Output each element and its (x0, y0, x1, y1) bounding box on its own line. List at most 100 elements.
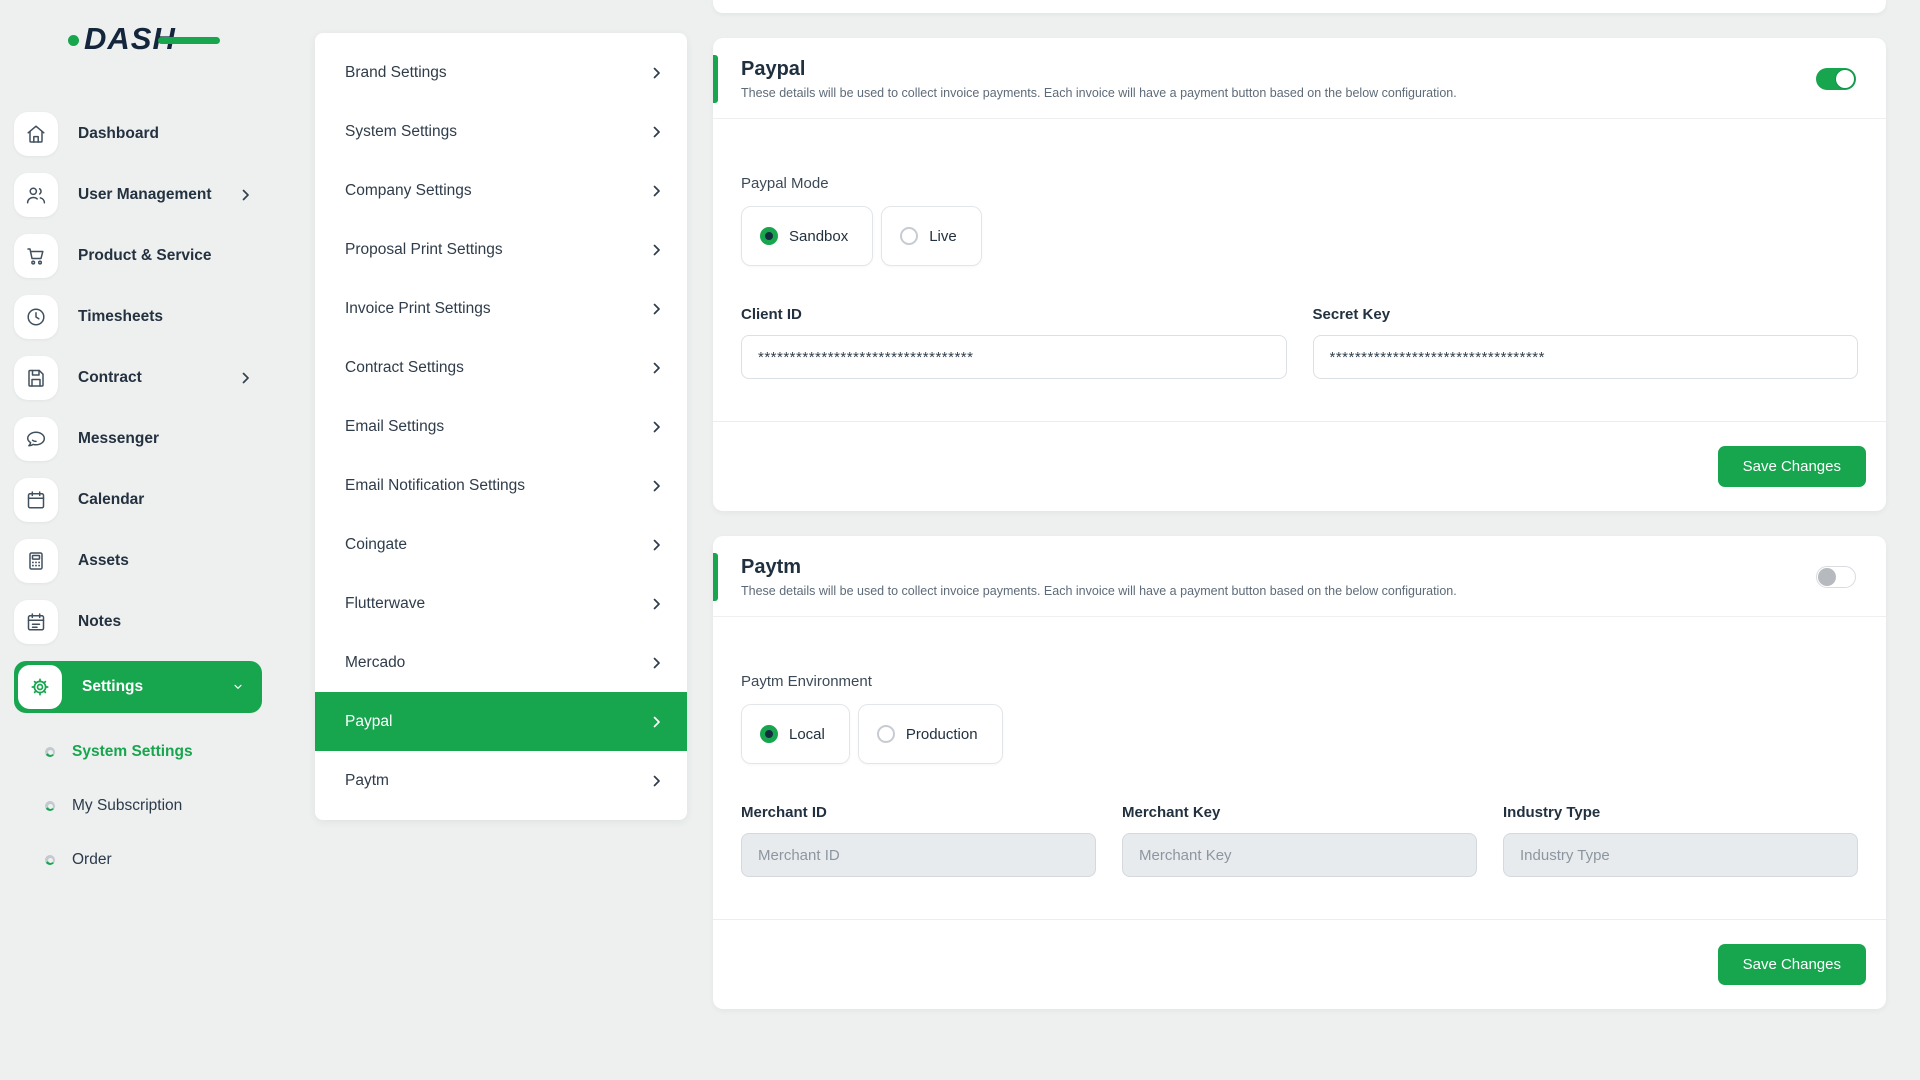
sidebar-item-label: Contract (78, 369, 142, 386)
sidebar-item-product-service[interactable]: Product & Service (14, 234, 262, 278)
sidebar-item-user-management[interactable]: User Management (14, 173, 262, 217)
sidebar-item-dashboard[interactable]: Dashboard (14, 112, 262, 156)
client-id-label: Client ID (741, 306, 802, 323)
paytm-fields: Merchant ID Merchant Key Industry Type (741, 804, 1858, 877)
paytm-environment-label: Paytm Environment (741, 673, 872, 690)
sidebar-subitem-label: My Subscription (72, 797, 183, 814)
merchant-key-input[interactable] (1122, 833, 1477, 877)
menu-item-system-settings[interactable]: System Settings (315, 102, 687, 161)
paypal-description: These details will be used to collect in… (741, 86, 1457, 100)
menu-item-contract-settings[interactable]: Contract Settings (315, 338, 687, 397)
paytm-save-button[interactable]: Save Changes (1717, 944, 1866, 985)
radio-unselected-icon (900, 227, 919, 245)
radio-label: Sandbox (789, 227, 849, 245)
radio-option-production[interactable]: Production (857, 704, 1003, 764)
menu-item-email-settings[interactable]: Email Settings (315, 397, 687, 456)
radio-label: Live (929, 227, 957, 245)
chevron-right-icon (653, 716, 661, 728)
merchant-id-input[interactable] (741, 833, 1096, 877)
paypal-mode-options: Sandbox Live (741, 206, 1858, 266)
chevron-right-icon (653, 775, 661, 787)
clock-icon (14, 295, 58, 339)
chevron-right-icon (653, 480, 661, 492)
menu-item-label: System Settings (345, 122, 457, 140)
paytm-card: Paytm These details will be used to coll… (713, 536, 1886, 1009)
sidebar-item-notes[interactable]: Notes (14, 600, 262, 644)
menu-item-paypal[interactable]: Paypal (315, 692, 687, 751)
sidebar-item-messenger[interactable]: Messenger (14, 417, 262, 461)
menu-item-company-settings[interactable]: Company Settings (315, 161, 687, 220)
radio-option-local[interactable]: Local (741, 704, 850, 764)
chevron-right-icon (653, 421, 661, 433)
chevron-right-icon (653, 303, 661, 315)
calculator-icon (14, 539, 58, 583)
menu-item-mercado[interactable]: Mercado (315, 633, 687, 692)
menu-item-flutterwave[interactable]: Flutterwave (315, 574, 687, 633)
paypal-enabled-toggle[interactable] (1816, 68, 1856, 90)
menu-item-label: Invoice Print Settings (345, 299, 491, 317)
menu-item-brand-settings[interactable]: Brand Settings (315, 43, 687, 102)
sidebar-subitem-label: Order (72, 851, 112, 868)
industry-type-field: Industry Type (1503, 804, 1858, 877)
logo-dot-icon (68, 35, 79, 46)
chevron-right-icon (653, 126, 661, 138)
sidebar-item-settings[interactable]: Settings (14, 661, 262, 713)
client-id-field: Client ID (741, 306, 1287, 379)
sidebar-item-timesheets[interactable]: Timesheets (14, 295, 262, 339)
notes-icon (14, 600, 58, 644)
radio-option-live[interactable]: Live (881, 206, 982, 266)
contract-icon (14, 356, 58, 400)
secret-key-label: Secret Key (1312, 306, 1391, 323)
chevron-right-icon (653, 657, 661, 669)
sidebar-item-label: Calendar (78, 491, 145, 508)
radio-unselected-icon (876, 725, 895, 743)
client-id-input[interactable] (741, 335, 1287, 379)
calendar-icon (14, 478, 58, 522)
sidebar-item-calendar[interactable]: Calendar (14, 478, 262, 522)
paypal-card-footer: Save Changes (713, 421, 1886, 511)
menu-item-label: Mercado (345, 653, 406, 671)
paytm-card-body: Paytm Environment Local Production Merch… (713, 617, 1886, 919)
menu-item-proposal-print-settings[interactable]: Proposal Print Settings (315, 220, 687, 279)
menu-item-label: Flutterwave (345, 594, 426, 612)
sidebar-item-label: Settings (82, 678, 144, 695)
sidebar: DASH Dashboard User Management Product &… (0, 0, 280, 1080)
paypal-card-body: Paypal Mode Sandbox Live Client ID Secre… (713, 119, 1886, 421)
paytm-enabled-toggle[interactable] (1816, 566, 1856, 588)
menu-item-label: Proposal Print Settings (345, 240, 503, 258)
paypal-card: Paypal These details will be used to col… (713, 38, 1886, 511)
sidebar-subitem-order[interactable]: Order (45, 833, 280, 887)
secret-key-input[interactable] (1312, 335, 1858, 379)
paypal-card-header: Paypal These details will be used to col… (713, 38, 1886, 119)
sidebar-item-label: Product & Service (78, 247, 212, 264)
industry-type-input[interactable] (1503, 833, 1858, 877)
bullet-icon (45, 747, 55, 757)
sidebar-item-label: Timesheets (78, 308, 164, 325)
industry-type-label: Industry Type (1503, 804, 1601, 821)
paytm-environment-options: Local Production (741, 704, 1858, 764)
radio-selected-icon (760, 725, 778, 743)
messenger-icon (14, 417, 58, 461)
sidebar-subitem-my-subscription[interactable]: My Subscription (45, 779, 280, 833)
sidebar-nav: Dashboard User Management Product & Serv… (14, 112, 280, 887)
menu-item-paytm[interactable]: Paytm (315, 751, 687, 810)
menu-item-email-notification-settings[interactable]: Email Notification Settings (315, 456, 687, 515)
sidebar-item-assets[interactable]: Assets (14, 539, 262, 583)
app-logo[interactable]: DASH (68, 21, 220, 56)
cart-icon (14, 234, 58, 278)
sidebar-subitem-system-settings[interactable]: System Settings (45, 725, 280, 779)
merchant-id-label: Merchant ID (741, 804, 827, 821)
merchant-key-field: Merchant Key (1122, 804, 1477, 877)
paypal-mode-label: Paypal Mode (741, 175, 829, 192)
menu-item-label: Company Settings (345, 181, 472, 199)
radio-option-sandbox[interactable]: Sandbox (741, 206, 874, 266)
paypal-save-button[interactable]: Save Changes (1717, 446, 1866, 487)
menu-item-coingate[interactable]: Coingate (315, 515, 687, 574)
menu-item-invoice-print-settings[interactable]: Invoice Print Settings (315, 279, 687, 338)
sidebar-item-contract[interactable]: Contract (14, 356, 262, 400)
menu-item-label: Email Notification Settings (345, 476, 526, 494)
radio-label: Production (905, 725, 978, 743)
users-icon (14, 173, 58, 217)
paypal-fields: Client ID Secret Key (741, 306, 1858, 379)
chevron-right-icon (653, 598, 661, 610)
